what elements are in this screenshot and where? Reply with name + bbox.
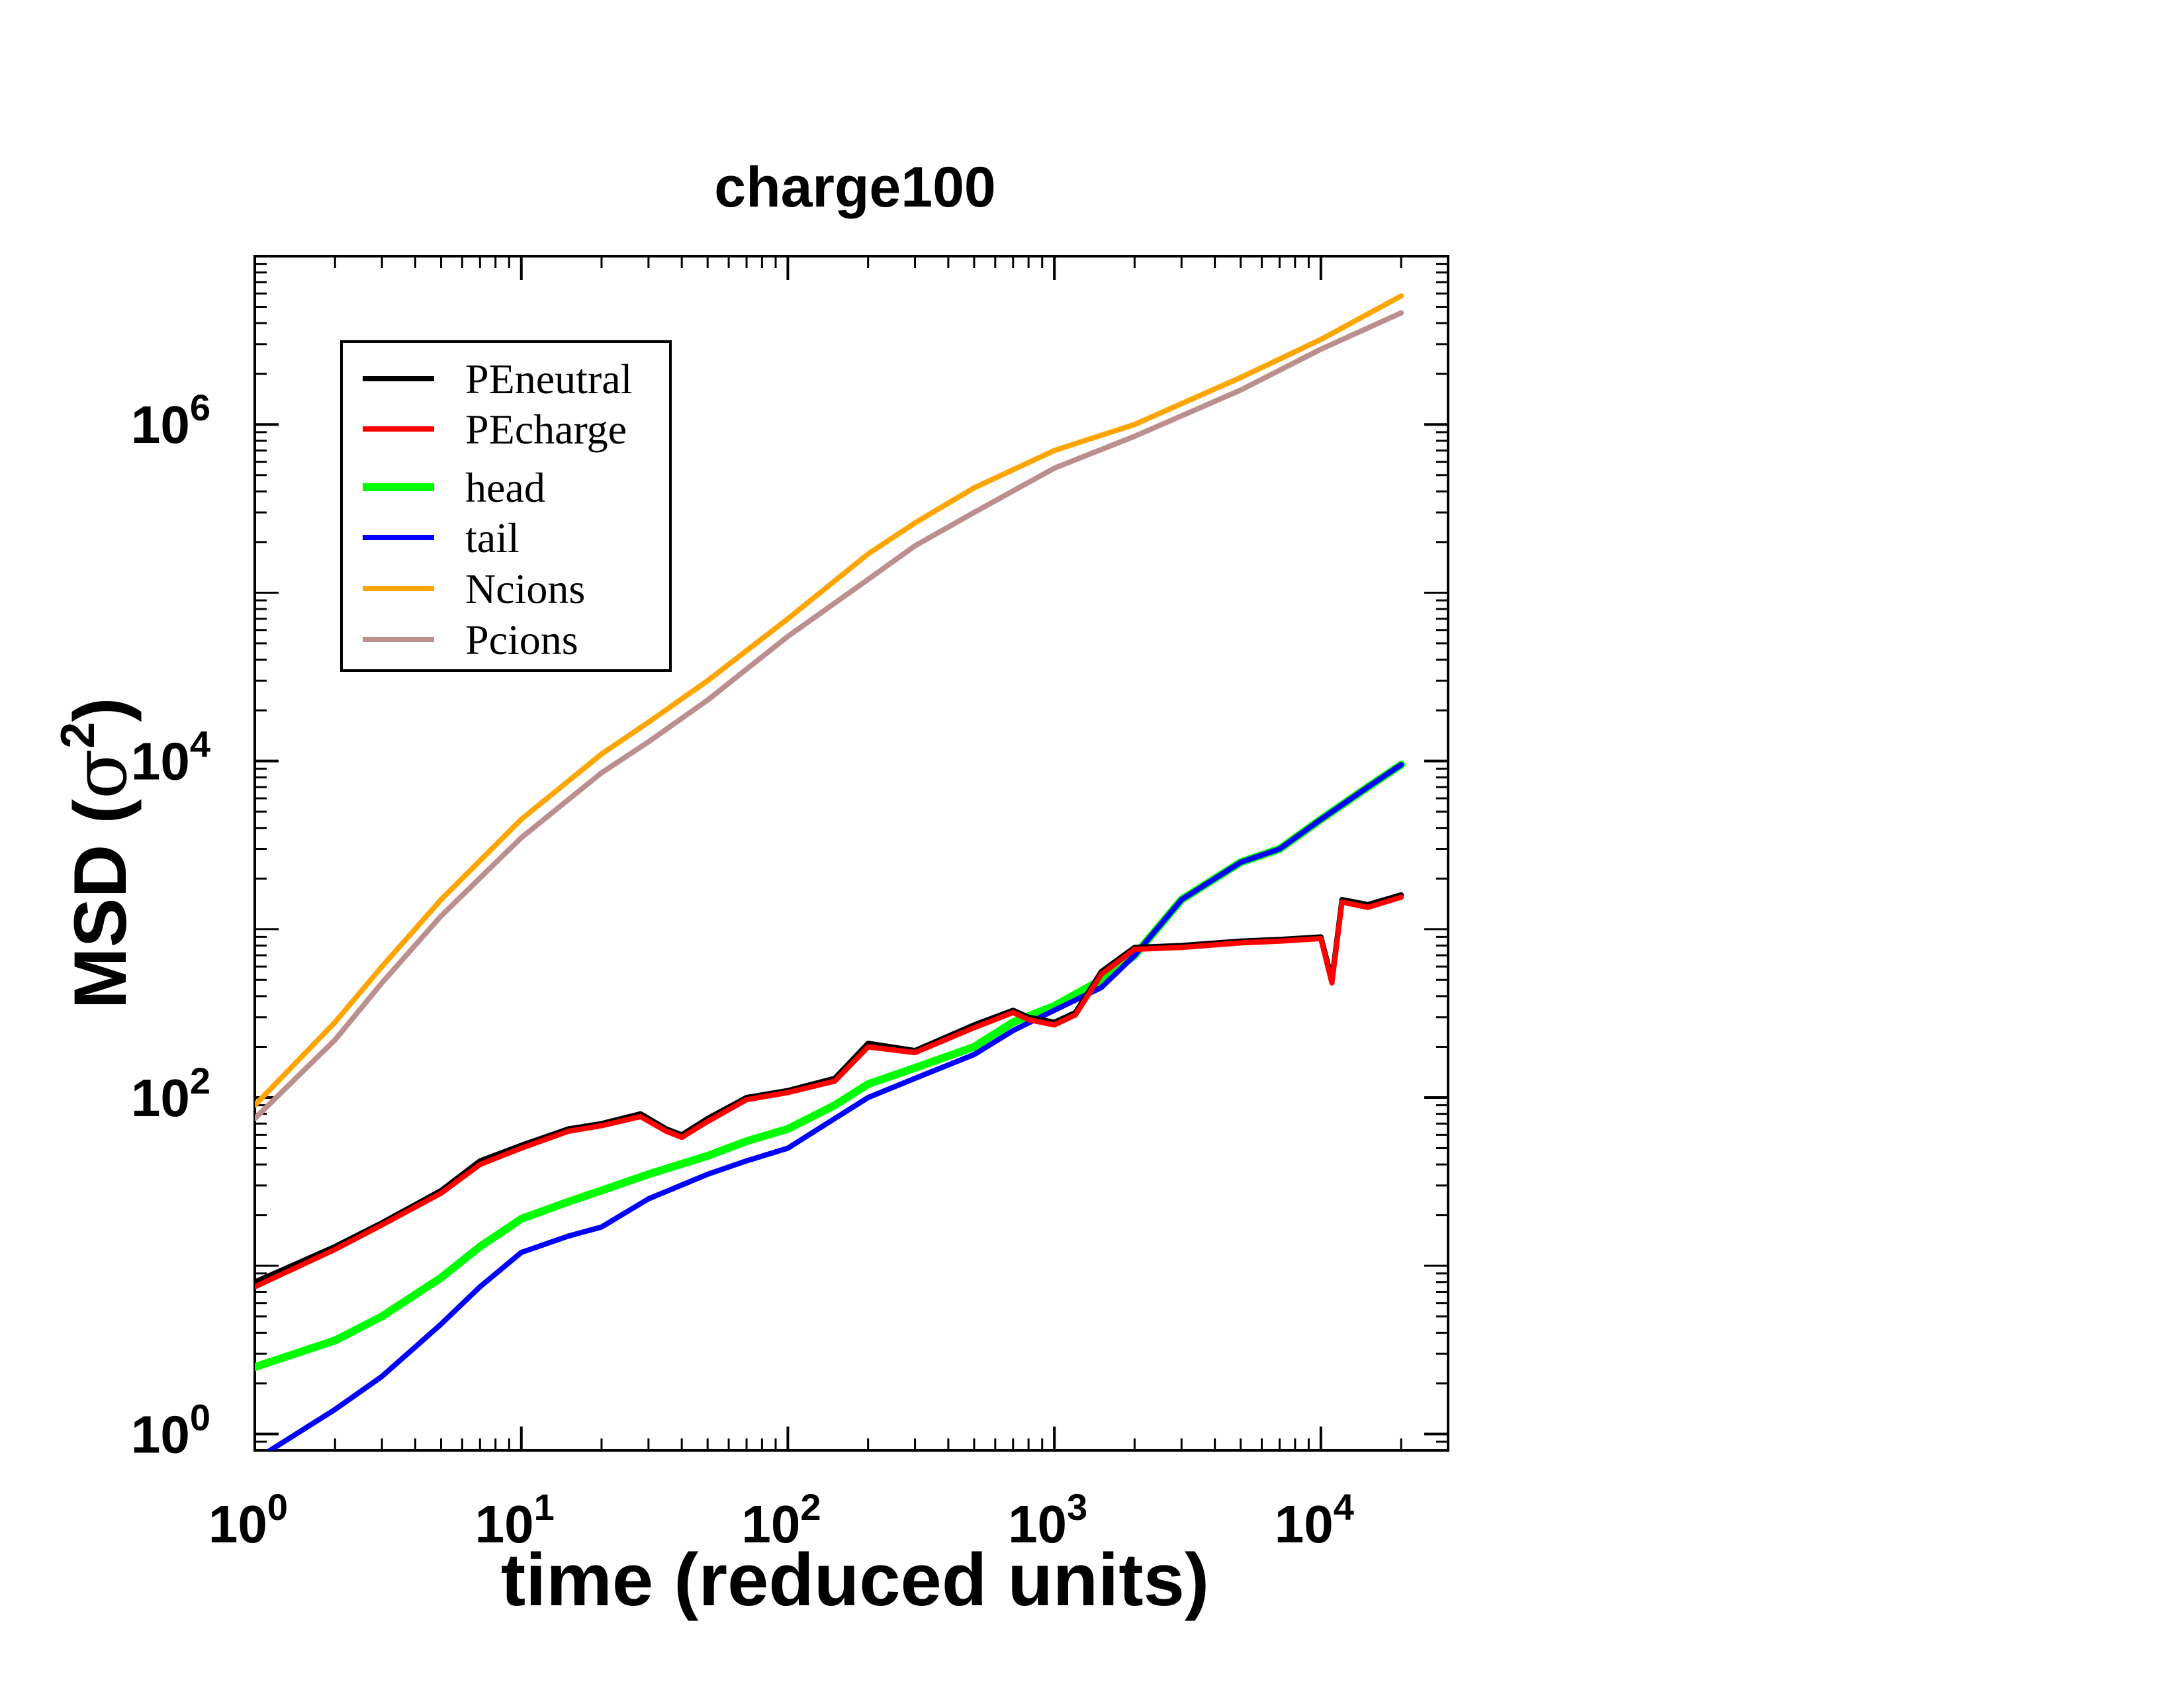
y-axis-label-symbol: σ (58, 749, 144, 799)
plot-frame (253, 255, 1449, 1452)
series-line-peneutral (255, 892, 1404, 1285)
x-tick-labels: 100 101 102 103 104 (208, 1486, 1354, 1554)
y-axis-label-exponent: 2 (52, 722, 105, 749)
legend-label-pecharge: PEcharge (465, 406, 627, 453)
x-tick-label: 101 (475, 1486, 555, 1554)
x-tick-label: 100 (208, 1486, 288, 1554)
legend-label-peneutral: PEneutral (465, 355, 632, 402)
y-tick-exponent: 2 (190, 1060, 210, 1102)
y-tick-base: 10 (131, 1405, 190, 1464)
x-tick-label: 104 (1275, 1486, 1354, 1554)
legend-label-pcions: Pcions (465, 616, 578, 663)
x-tick-base: 10 (1008, 1495, 1067, 1554)
legend-label-head: head (465, 464, 545, 511)
series-line-head (255, 761, 1406, 1372)
minor-ticks (255, 255, 1449, 1452)
x-tick-base: 10 (475, 1495, 534, 1554)
y-tick-exponent: 4 (190, 724, 210, 765)
y-tick-exponent: 0 (190, 1396, 210, 1438)
y-axis-label-close: ) (59, 697, 142, 722)
x-tick-exponent: 1 (534, 1486, 555, 1528)
series-layer (255, 293, 1406, 1450)
legend-label-tail: tail (465, 514, 520, 561)
y-tick-label: 102 (131, 1060, 210, 1127)
series-line-pcions (255, 310, 1404, 1121)
y-axis-label-base: MSD ( (59, 799, 142, 1009)
legend-box (340, 340, 672, 672)
x-tick-exponent: 0 (267, 1486, 288, 1528)
x-axis-label: time (reduced units) (501, 1538, 1209, 1621)
x-tick-label: 103 (1008, 1486, 1087, 1554)
y-tick-base: 10 (131, 732, 190, 791)
y-tick-label: 104 (131, 724, 210, 791)
x-tick-exponent: 3 (1067, 1486, 1087, 1528)
y-tick-base: 10 (131, 1068, 190, 1127)
series-line-pecharge (255, 894, 1404, 1289)
x-tick-label: 102 (741, 1486, 821, 1554)
series-line-tail (265, 762, 1404, 1450)
x-tick-exponent: 2 (800, 1486, 821, 1528)
x-tick-base: 10 (741, 1495, 800, 1554)
chart-title: charge100 (714, 156, 996, 219)
x-tick-exponent: 4 (1334, 1486, 1354, 1528)
y-axis-label: MSD (σ2) (52, 697, 144, 1009)
legend-label-ncions: Ncions (465, 565, 585, 612)
x-tick-base: 10 (208, 1495, 267, 1554)
y-tick-base: 10 (131, 395, 190, 454)
x-tick-base: 10 (1275, 1495, 1334, 1554)
y-tick-label: 106 (131, 387, 210, 454)
y-tick-exponent: 6 (190, 387, 210, 428)
series-line-ncions (255, 293, 1404, 1108)
y-tick-label: 100 (131, 1396, 210, 1464)
